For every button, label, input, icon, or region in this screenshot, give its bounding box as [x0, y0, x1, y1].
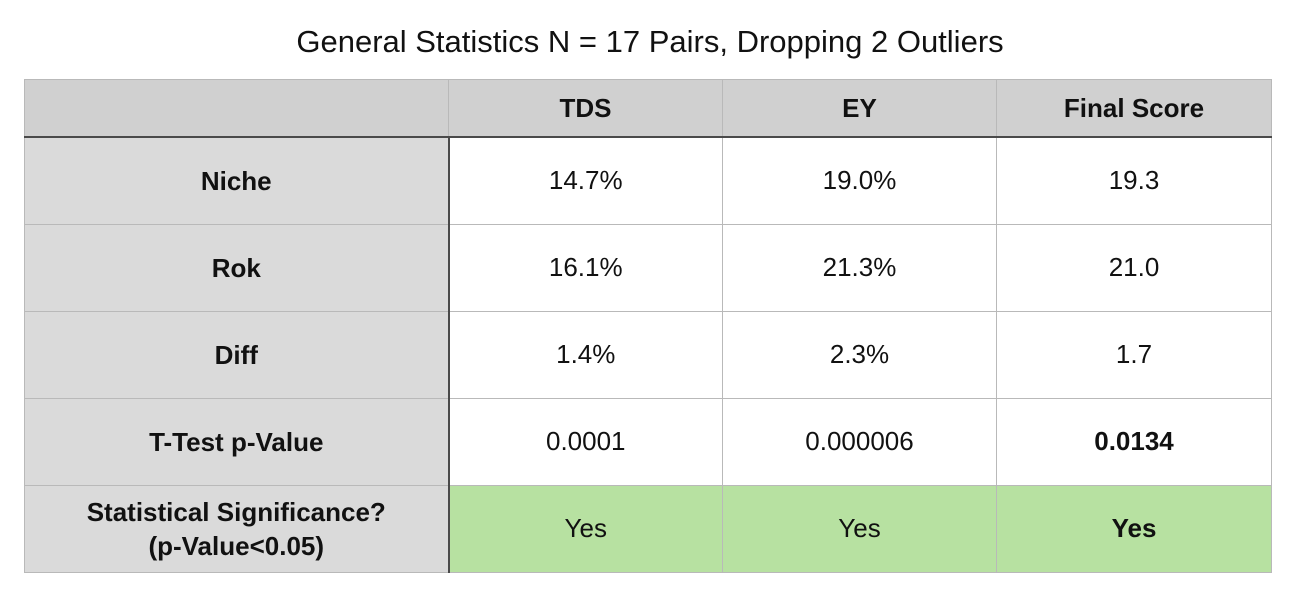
cell-t-test-tds: 0.0001: [448, 397, 723, 486]
header-corner-cell: [24, 79, 449, 138]
cell-niche-ey: 19.0%: [722, 136, 997, 225]
row-label-t-test-p-value: T-Test p-Value: [24, 397, 450, 486]
cell-diff-tds: 1.4%: [448, 310, 723, 399]
row-label-significance-sub: (p-Value<0.05): [148, 530, 325, 561]
row-label-niche: Niche: [24, 136, 450, 225]
cell-niche-final-score: 19.3: [996, 136, 1272, 225]
cell-significance-ey: Yes: [722, 484, 997, 573]
row-label-significance-main: Statistical Significance?: [86, 496, 386, 527]
table-row-rok: Rok 16.1% 21.3% 21.0: [24, 223, 1272, 312]
cell-diff-final-score: 1.7: [996, 310, 1272, 399]
cell-t-test-ey: 0.000006: [722, 397, 997, 486]
cell-rok-ey: 21.3%: [722, 223, 997, 312]
column-header-ey: EY: [722, 79, 997, 138]
cell-rok-final-score: 21.0: [996, 223, 1272, 312]
row-label-diff: Diff: [24, 310, 450, 399]
table-row-t-test: T-Test p-Value 0.0001 0.000006 0.0134: [24, 397, 1272, 486]
statistics-table: TDS EY Final Score Niche 14.7% 19.0% 19.…: [24, 79, 1272, 573]
chart-title: General Statistics N = 17 Pairs, Droppin…: [296, 24, 1004, 59]
cell-significance-tds: Yes: [448, 484, 723, 573]
table-row-diff: Diff 1.4% 2.3% 1.7: [24, 310, 1272, 399]
row-label-rok: Rok: [24, 223, 450, 312]
column-header-tds: TDS: [448, 79, 723, 138]
cell-significance-final-score: Yes: [996, 484, 1272, 573]
cell-rok-tds: 16.1%: [448, 223, 723, 312]
cell-niche-tds: 14.7%: [448, 136, 723, 225]
cell-t-test-final-score: 0.0134: [996, 397, 1272, 486]
row-label-significance: Statistical Significance? (p-Value<0.05): [24, 484, 450, 573]
table-row-significance: Statistical Significance? (p-Value<0.05)…: [24, 484, 1272, 573]
column-header-final-score: Final Score: [996, 79, 1272, 138]
header-row: TDS EY Final Score: [24, 79, 1272, 138]
table-row-niche: Niche 14.7% 19.0% 19.3: [24, 136, 1272, 225]
cell-diff-ey: 2.3%: [722, 310, 997, 399]
